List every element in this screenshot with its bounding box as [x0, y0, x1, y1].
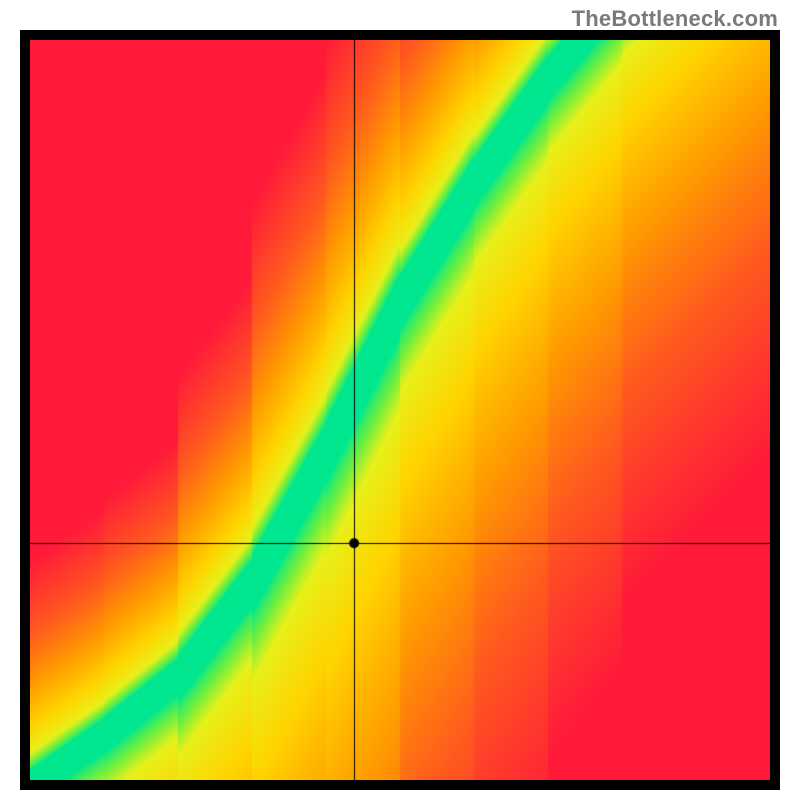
container: TheBottleneck.com [0, 0, 800, 800]
chart-frame [20, 30, 780, 790]
heatmap-canvas [30, 40, 770, 780]
watermark-text: TheBottleneck.com [572, 6, 778, 32]
